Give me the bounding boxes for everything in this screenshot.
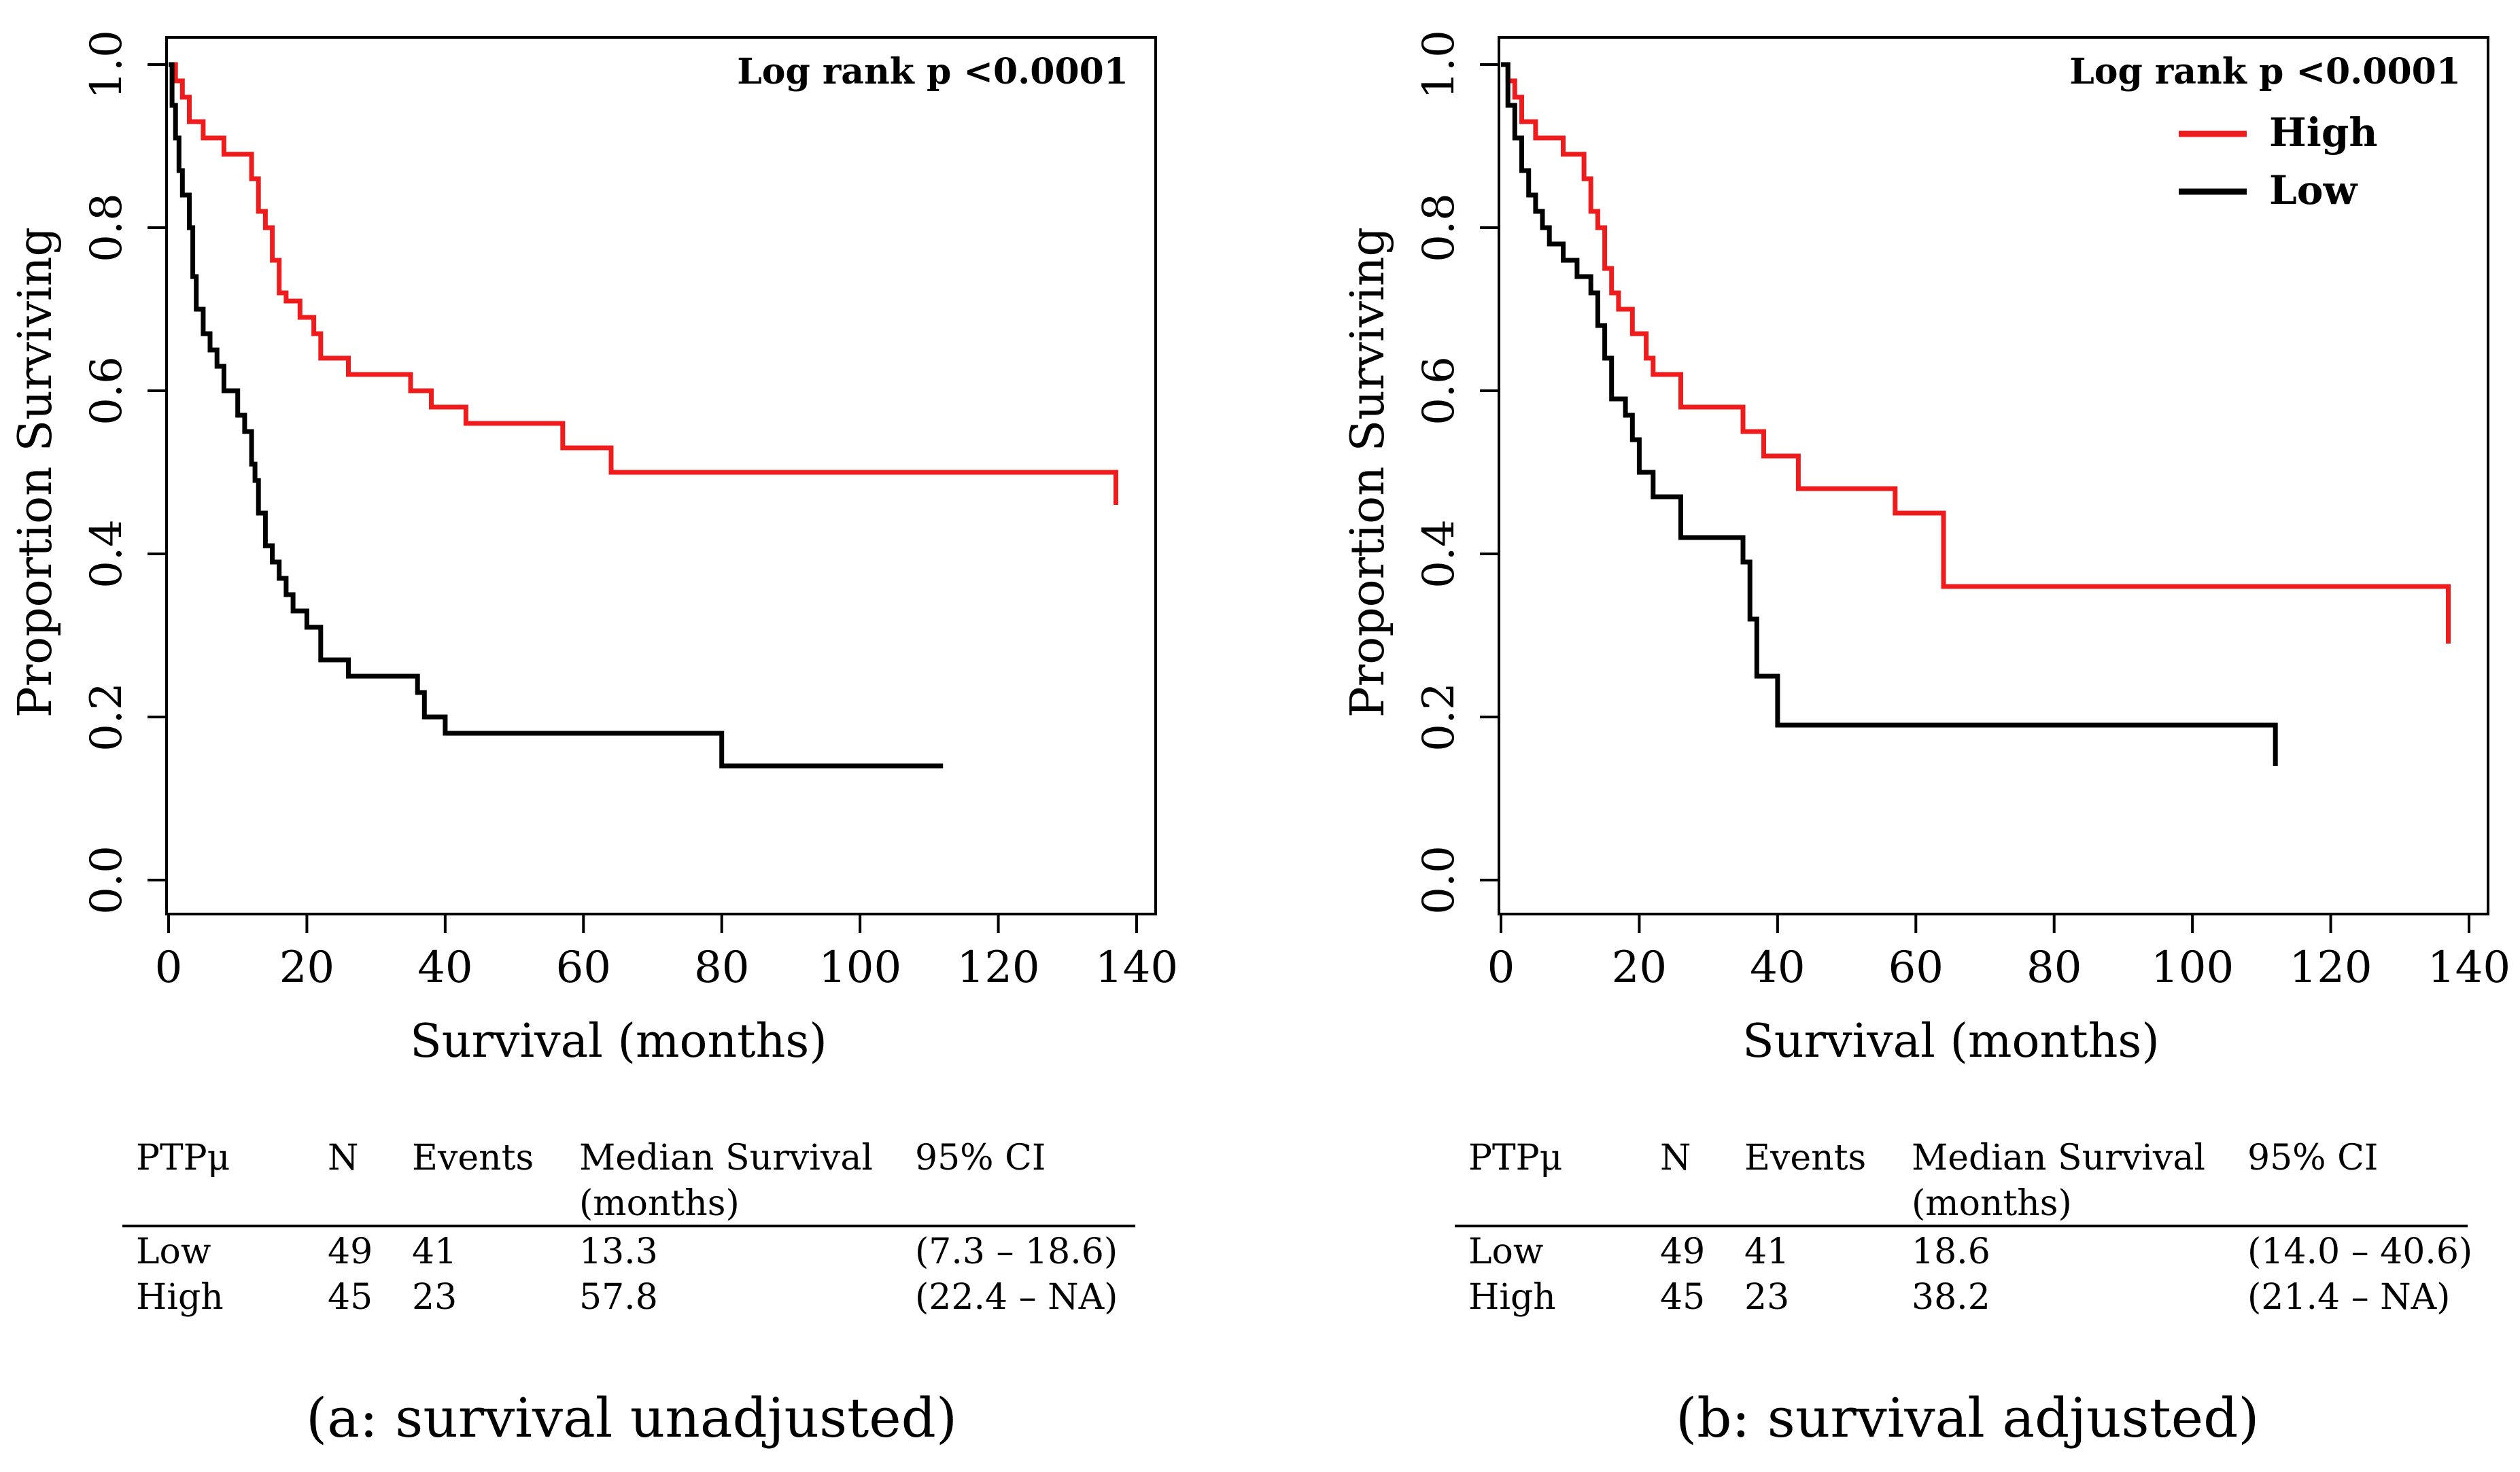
- y-tick-label: 0.6: [1414, 356, 1464, 425]
- table-cell: 13.3: [579, 1231, 658, 1272]
- x-tick-label: 0: [1487, 943, 1515, 993]
- caption-unadjusted: (a: survival unadjusted): [306, 1386, 958, 1450]
- table-header-median: Median Survival: [579, 1138, 873, 1178]
- y-tick-label: 0.8: [82, 193, 132, 262]
- plot-frame: [165, 36, 1157, 915]
- table-rule: [122, 1225, 1135, 1227]
- table-cell: (14.0 – 40.6): [2247, 1231, 2473, 1272]
- caption-adjusted: (b: survival adjusted): [1676, 1386, 2260, 1450]
- x-tick-label: 100: [2151, 943, 2234, 993]
- table-cell: 23: [1744, 1277, 1790, 1318]
- table-cell: High: [1468, 1277, 1556, 1318]
- x-tick-label: 60: [1888, 943, 1944, 993]
- x-tick-label: 40: [417, 943, 472, 993]
- x-tick-label: 120: [2289, 943, 2372, 993]
- survival-chart-unadjusted: 0 20 40 60 80 100 120 140 0.0 0.2 0.4 0.6 0.8 1.0 Surv…: [9, 30, 1178, 1068]
- table-cell: (7.3 – 18.6): [915, 1231, 1118, 1272]
- x-axis-title: Survival (months): [410, 1015, 827, 1068]
- survival-chart-adjusted: 0 20 40 60 80 100 120 140 0.0 0.2 0.4 0.6 0.8 1.0 Surv…: [1341, 30, 2510, 1068]
- x-tick-label: 60: [556, 943, 611, 993]
- table-header-median-unit: (months): [1912, 1183, 2072, 1224]
- table-cell: 38.2: [1912, 1277, 1990, 1318]
- table-cell: (22.4 – NA): [915, 1277, 1118, 1318]
- table-cell: 23: [412, 1277, 458, 1318]
- x-tick-label: 40: [1750, 943, 1805, 993]
- legend-label-low: Low: [2269, 167, 2358, 213]
- table-header-median: Median Survival: [1912, 1138, 2205, 1178]
- table-cell: Low: [136, 1231, 211, 1272]
- x-tick-label: 80: [694, 943, 749, 993]
- y-tick-label: 0.0: [82, 845, 132, 915]
- table-header-group: PTPμ: [136, 1138, 230, 1178]
- y-tick-label: 0.4: [82, 519, 132, 589]
- x-tick-label: 20: [279, 943, 334, 993]
- y-tick-label: 1.0: [82, 30, 132, 99]
- x-axis-title: Survival (months): [1742, 1015, 2160, 1068]
- survival-curve-low: [1501, 62, 2278, 766]
- table-header-ci: 95% CI: [2247, 1138, 2379, 1178]
- legend-label-high: High: [2269, 109, 2378, 156]
- table-header-ci: 95% CI: [915, 1138, 1046, 1178]
- x-tick-label: 0: [155, 943, 183, 993]
- table-cell: 49: [1660, 1231, 1706, 1272]
- y-tick-label: 0.2: [82, 682, 132, 752]
- y-tick-label: 0.6: [82, 356, 132, 425]
- plot-frame: [1498, 36, 2489, 915]
- table-cell: 41: [412, 1231, 458, 1272]
- table-header-group: PTPμ: [1468, 1138, 1563, 1178]
- table-cell: High: [136, 1277, 224, 1318]
- y-tick-label: 1.0: [1414, 30, 1464, 99]
- y-axis-title: Proportion Surviving: [1341, 227, 1395, 718]
- logrank-annotation: Log rank p <0.0001: [737, 51, 1128, 92]
- x-tick-label: 140: [1095, 943, 1178, 993]
- y-tick-label: 0.8: [1414, 193, 1464, 262]
- table-cell: 18.6: [1912, 1231, 1990, 1272]
- table-header-n: N: [328, 1138, 359, 1178]
- survival-curve-low: [169, 62, 944, 769]
- logrank-annotation: Log rank p <0.0001: [2069, 51, 2461, 92]
- x-tick-label: 120: [956, 943, 1039, 993]
- table-header-events: Events: [412, 1138, 534, 1178]
- table-rule: [1455, 1225, 2468, 1227]
- table-cell: 45: [328, 1277, 373, 1318]
- table-header-n: N: [1660, 1138, 1691, 1178]
- survival-curve-high: [1501, 62, 2451, 644]
- x-tick-label: 100: [818, 943, 901, 993]
- table-cell: Low: [1468, 1231, 1544, 1272]
- table-header-median-unit: (months): [579, 1183, 740, 1224]
- y-tick-label: 0.4: [1414, 519, 1464, 589]
- table-cell: (21.4 – NA): [2247, 1277, 2451, 1318]
- x-tick-label: 20: [1612, 943, 1667, 993]
- survival-curve-high: [169, 62, 1118, 505]
- x-tick-label: 140: [2428, 943, 2510, 993]
- table-cell: 57.8: [579, 1277, 658, 1318]
- table-cell: 49: [328, 1231, 373, 1272]
- x-tick-label: 80: [2026, 943, 2082, 993]
- y-tick-label: 0.2: [1414, 682, 1464, 752]
- y-tick-label: 0.0: [1414, 845, 1464, 915]
- table-header-events: Events: [1744, 1138, 1867, 1178]
- table-cell: 41: [1744, 1231, 1790, 1272]
- table-cell: 45: [1660, 1277, 1706, 1318]
- y-axis-title: Proportion Surviving: [9, 227, 63, 718]
